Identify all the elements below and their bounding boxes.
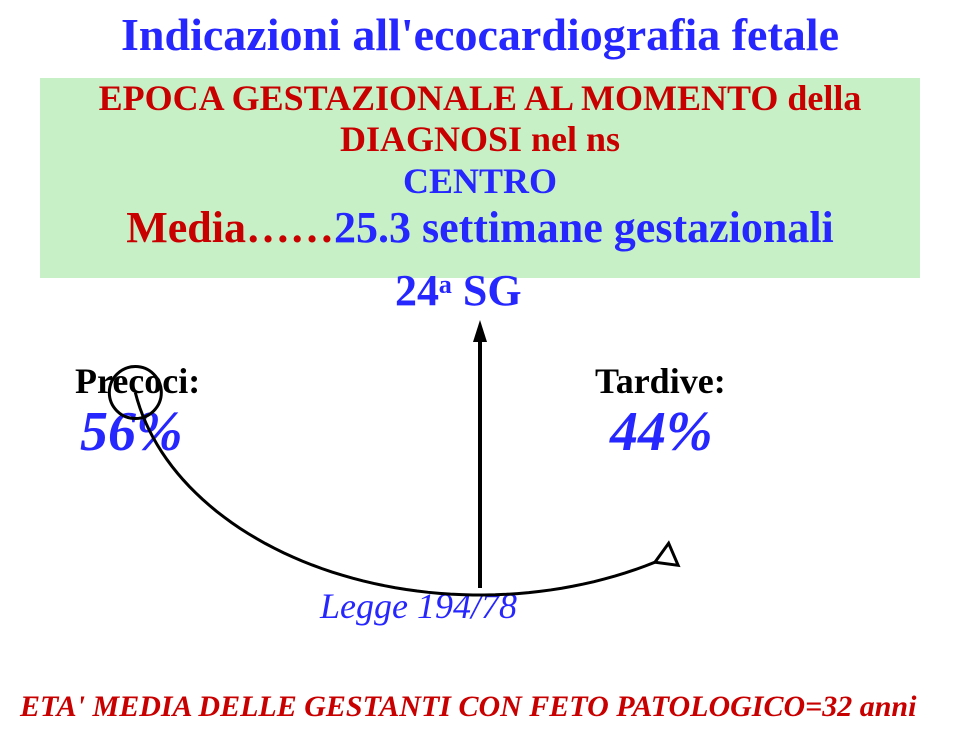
diagram-svg <box>0 0 960 739</box>
